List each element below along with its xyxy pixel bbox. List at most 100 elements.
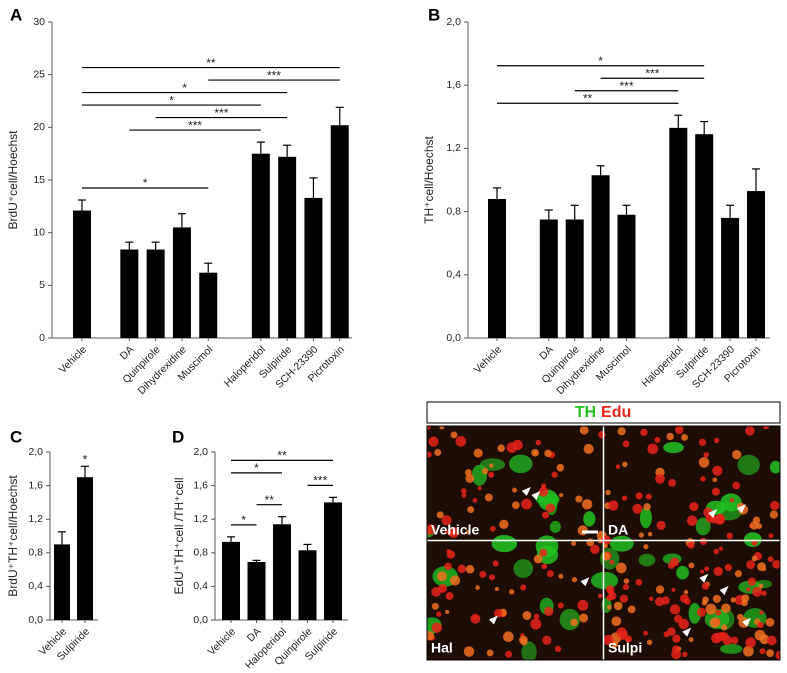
edu-nucleus (486, 649, 494, 657)
edu-nucleus (770, 500, 780, 511)
edu-nucleus (619, 594, 629, 603)
th-cell (719, 643, 743, 654)
image-header-text: TH Edu (575, 404, 632, 421)
edu-nucleus (752, 586, 763, 597)
edu-nucleus (428, 436, 439, 447)
edu-nucleus (615, 562, 627, 574)
edu-nucleus (431, 622, 442, 633)
quadrant-label: Hal (431, 640, 453, 656)
th-cell (769, 460, 780, 474)
edu-nucleus (655, 473, 665, 484)
bar (721, 217, 740, 338)
y-tick-label: 0 (39, 332, 45, 344)
edu-nucleus (494, 586, 499, 592)
edu-nucleus (512, 487, 518, 493)
y-axis-label: EdU⁺TH⁺cell /TH⁺cell (172, 477, 186, 594)
micrograph-frame (426, 425, 781, 661)
edu-nucleus (616, 627, 628, 639)
edu-nucleus (541, 563, 548, 570)
edu-nucleus (539, 548, 548, 557)
edu-nucleus (465, 529, 471, 535)
significance-label: *** (313, 474, 327, 488)
bar (251, 153, 270, 338)
edu-nucleus (460, 488, 467, 494)
edu-nucleus (701, 600, 708, 606)
y-tick-label: 1,2 (28, 513, 43, 525)
edu-nucleus (533, 613, 540, 620)
edu-nucleus (732, 450, 742, 460)
edu-nucleus (621, 495, 628, 501)
bar (278, 156, 297, 338)
edu-nucleus (450, 431, 458, 439)
edu-nucleus (645, 493, 652, 500)
significance-label: *** (619, 79, 633, 93)
panel-letter: A (10, 5, 22, 24)
y-tick-label: 0,8 (28, 547, 43, 559)
bar (222, 541, 240, 620)
edu-nucleus (603, 634, 614, 646)
edu-nucleus (505, 650, 513, 658)
edu-nucleus (465, 474, 475, 483)
edu-nucleus (669, 604, 681, 615)
edu-nucleus (544, 449, 552, 458)
edu-nucleus (745, 426, 755, 436)
y-tick-label: 0,0 (193, 614, 208, 626)
bar (695, 134, 714, 338)
edu-nucleus (521, 498, 532, 510)
y-tick-label: 0,8 (446, 205, 461, 217)
edu-nucleus (711, 487, 720, 496)
y-tick-label: 0,4 (193, 580, 208, 592)
edu-nucleus (699, 537, 707, 545)
image-header (426, 401, 781, 424)
significance-label: * (182, 81, 187, 95)
edu-nucleus (551, 471, 558, 478)
y-tick-label: 2,0 (28, 446, 43, 458)
bar (247, 562, 266, 620)
bar (73, 210, 91, 338)
edu-nucleus (533, 450, 538, 455)
edu-nucleus (712, 465, 723, 476)
th-cell (737, 454, 760, 476)
arrowhead (736, 504, 746, 514)
edu-nucleus (724, 563, 733, 571)
edu-nucleus (463, 646, 475, 657)
significance-label: * (143, 176, 148, 190)
edu-nucleus (746, 560, 756, 570)
edu-nucleus (581, 499, 593, 510)
edu-nucleus (635, 578, 643, 586)
significance-label: * (241, 513, 246, 527)
y-tick-label: 10 (33, 226, 45, 238)
edu-nucleus (520, 584, 527, 591)
edu-nucleus (643, 544, 649, 550)
edu-nucleus (457, 564, 467, 574)
y-tick-label: 25 (33, 68, 45, 80)
edu-nucleus (623, 578, 630, 584)
edu-nucleus (712, 477, 718, 483)
edu-nucleus (743, 645, 754, 657)
edu-nucleus (583, 443, 594, 454)
edu-nucleus (577, 599, 589, 611)
edu-nucleus (465, 564, 475, 574)
y-tick-label: 2,0 (193, 446, 208, 458)
bar (304, 197, 323, 338)
th-cell (688, 602, 701, 624)
edu-nucleus (772, 559, 780, 569)
edu-nucleus (672, 634, 681, 643)
y-tick-label: 0,0 (28, 614, 43, 626)
significance-label: ** (583, 91, 593, 105)
edu-nucleus (704, 566, 710, 572)
edu-nucleus (512, 501, 520, 510)
edu-nucleus (431, 602, 439, 610)
th-cell (639, 507, 652, 529)
edu-nucleus (680, 594, 689, 603)
edu-nucleus (448, 527, 460, 538)
th-cell (590, 571, 619, 590)
edu-nucleus (718, 546, 724, 551)
edu-nucleus (643, 630, 648, 636)
th-cell (521, 641, 537, 660)
edu-nucleus (682, 651, 688, 658)
edu-nucleus (721, 624, 728, 631)
edu-nucleus (445, 609, 450, 614)
bar (324, 502, 342, 620)
edu-nucleus (713, 437, 720, 444)
